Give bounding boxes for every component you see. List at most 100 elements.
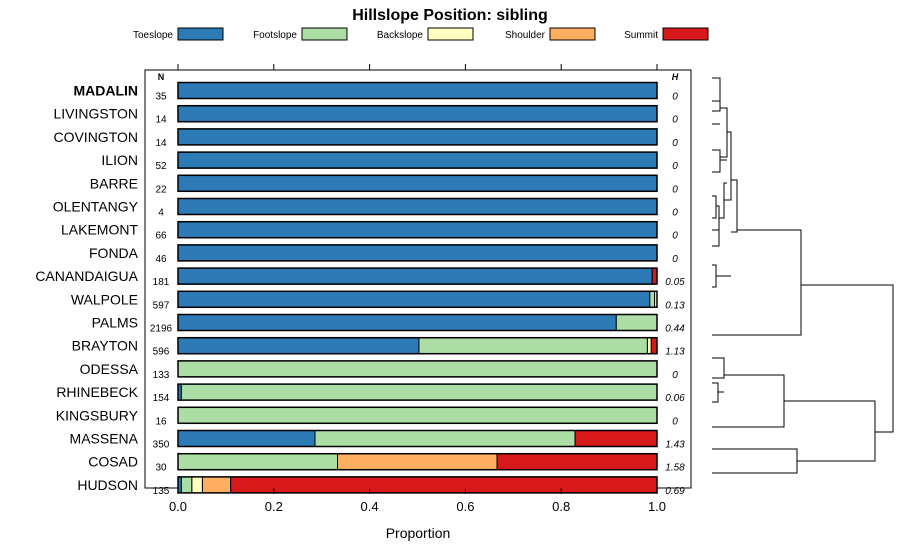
bar-outline bbox=[177, 267, 658, 285]
dendrogram-branch bbox=[712, 149, 721, 173]
dendrogram-branch bbox=[724, 131, 732, 201]
dendrogram-branch bbox=[712, 77, 721, 112]
bar-segment-backslope bbox=[191, 476, 203, 494]
legend: Toeslope Footslope Backslope Shoulder Summit bbox=[133, 27, 709, 41]
row-h-value: 0 bbox=[672, 184, 678, 195]
top-axis-ticks bbox=[177, 64, 658, 70]
row-n-count: 596 bbox=[153, 347, 170, 358]
bar-row: KINGSBURY 16 0 bbox=[56, 406, 678, 427]
row-n-count: 30 bbox=[155, 463, 167, 474]
row-label: LAKEMONT bbox=[61, 222, 138, 238]
bar-row: BARRE 22 0 bbox=[90, 174, 678, 195]
bar-outline bbox=[177, 197, 658, 216]
h-column-header: H bbox=[672, 72, 679, 82]
bar-segment-shoulder bbox=[337, 453, 498, 471]
bar-outline bbox=[177, 290, 658, 309]
dendrogram-branch bbox=[712, 264, 717, 288]
bar-row: ODESSA 133 0 bbox=[80, 360, 678, 381]
row-h-value: 0.13 bbox=[665, 300, 685, 311]
bar-outline bbox=[177, 151, 658, 169]
row-h-value: 0.05 bbox=[665, 277, 685, 288]
legend-swatch bbox=[427, 27, 474, 41]
dendrogram-branch bbox=[712, 448, 798, 474]
dendrogram-branch bbox=[712, 357, 725, 379]
bar-segment-toeslope bbox=[177, 337, 420, 355]
row-label: ILION bbox=[101, 152, 138, 168]
row-h-value: 0 bbox=[672, 161, 678, 172]
legend-swatch bbox=[301, 27, 348, 41]
legend-label: Footslope bbox=[253, 30, 297, 41]
bar-outline bbox=[177, 452, 658, 471]
legend-label: Shoulder bbox=[505, 30, 546, 41]
bar-segment-toeslope bbox=[177, 314, 617, 331]
row-n-count: 35 bbox=[155, 92, 167, 103]
bar-row: RHINEBECK 154 0.06 bbox=[56, 383, 685, 404]
row-h-value: 0 bbox=[672, 208, 678, 219]
bar-row: ILION 52 0 bbox=[101, 151, 678, 172]
row-n-count: 597 bbox=[153, 300, 170, 311]
bar-segment-toeslope bbox=[177, 221, 658, 239]
bar-outline bbox=[177, 429, 658, 448]
bar-outline bbox=[177, 128, 658, 146]
bar-row: WALPOLE 597 0.13 bbox=[71, 290, 685, 311]
legend-swatch bbox=[662, 27, 709, 41]
row-n-count: 22 bbox=[155, 184, 167, 195]
bar-outline bbox=[177, 336, 658, 355]
x-tick-label: 0.8 bbox=[552, 499, 570, 514]
row-n-count: 16 bbox=[155, 416, 167, 427]
bar-row: COSAD 30 1.58 bbox=[88, 452, 685, 474]
row-n-count: 66 bbox=[155, 231, 167, 242]
dendrogram-branch bbox=[801, 284, 894, 433]
row-h-value: 0 bbox=[672, 138, 678, 149]
dendrogram-branch bbox=[712, 205, 720, 247]
bar-row: HUDSON 135 0.69 bbox=[77, 476, 685, 497]
row-h-value: 0 bbox=[672, 370, 678, 381]
bar-segment-summit bbox=[230, 476, 658, 494]
bar-segment-shoulder bbox=[201, 476, 232, 494]
bar-segment-toeslope bbox=[177, 290, 651, 308]
bar-segment-toeslope bbox=[177, 105, 658, 123]
n-column-header: N bbox=[158, 72, 165, 82]
row-n-count: 181 bbox=[153, 277, 170, 288]
row-n-count: 350 bbox=[153, 440, 170, 451]
bar-outline bbox=[177, 220, 658, 239]
bar-outline bbox=[177, 81, 658, 100]
legend-label: Summit bbox=[624, 30, 658, 41]
row-n-count: 14 bbox=[155, 138, 167, 149]
bar-outline bbox=[177, 244, 658, 262]
x-axis-title: Proportion bbox=[386, 525, 451, 541]
bar-outline bbox=[177, 104, 658, 123]
bar-segment-toeslope bbox=[177, 174, 658, 192]
bar-segment-summit bbox=[496, 453, 658, 471]
bar-segment-toeslope bbox=[177, 267, 653, 285]
dendrogram-branch bbox=[784, 400, 876, 462]
bar-segment-toeslope bbox=[177, 82, 658, 99]
row-n-count: 46 bbox=[155, 254, 167, 265]
bar-outline bbox=[177, 476, 658, 494]
bar-segment-summit bbox=[650, 337, 658, 355]
dendrogram-branch bbox=[712, 374, 785, 428]
bar-row: LIVINGSTON 14 0 bbox=[53, 104, 678, 126]
row-label: COVINGTON bbox=[53, 129, 138, 145]
bar-row: OLENTANGY 4 0 bbox=[53, 197, 678, 219]
bar-outline bbox=[177, 360, 658, 378]
bar-segment-footslope bbox=[314, 430, 576, 447]
bar-segment-footslope bbox=[177, 406, 658, 424]
row-label: BRAYTON bbox=[72, 338, 138, 354]
x-tick-label: 0.2 bbox=[265, 499, 283, 514]
row-h-value: 0.69 bbox=[665, 486, 685, 497]
row-n-count: 154 bbox=[153, 393, 170, 404]
bar-segment-toeslope bbox=[177, 198, 658, 215]
bar-segment-footslope bbox=[418, 337, 648, 355]
row-h-value: 0 bbox=[672, 416, 678, 427]
row-h-value: 1.58 bbox=[665, 463, 685, 474]
row-n-count: 14 bbox=[155, 115, 167, 126]
row-h-value: 0.06 bbox=[665, 393, 685, 404]
legend-label: Backslope bbox=[377, 30, 424, 41]
bar-segment-footslope bbox=[615, 314, 658, 331]
bar-row: COVINGTON 14 0 bbox=[53, 128, 678, 149]
bar-segment-toeslope bbox=[177, 430, 316, 447]
bar-segment-toeslope bbox=[177, 151, 658, 169]
